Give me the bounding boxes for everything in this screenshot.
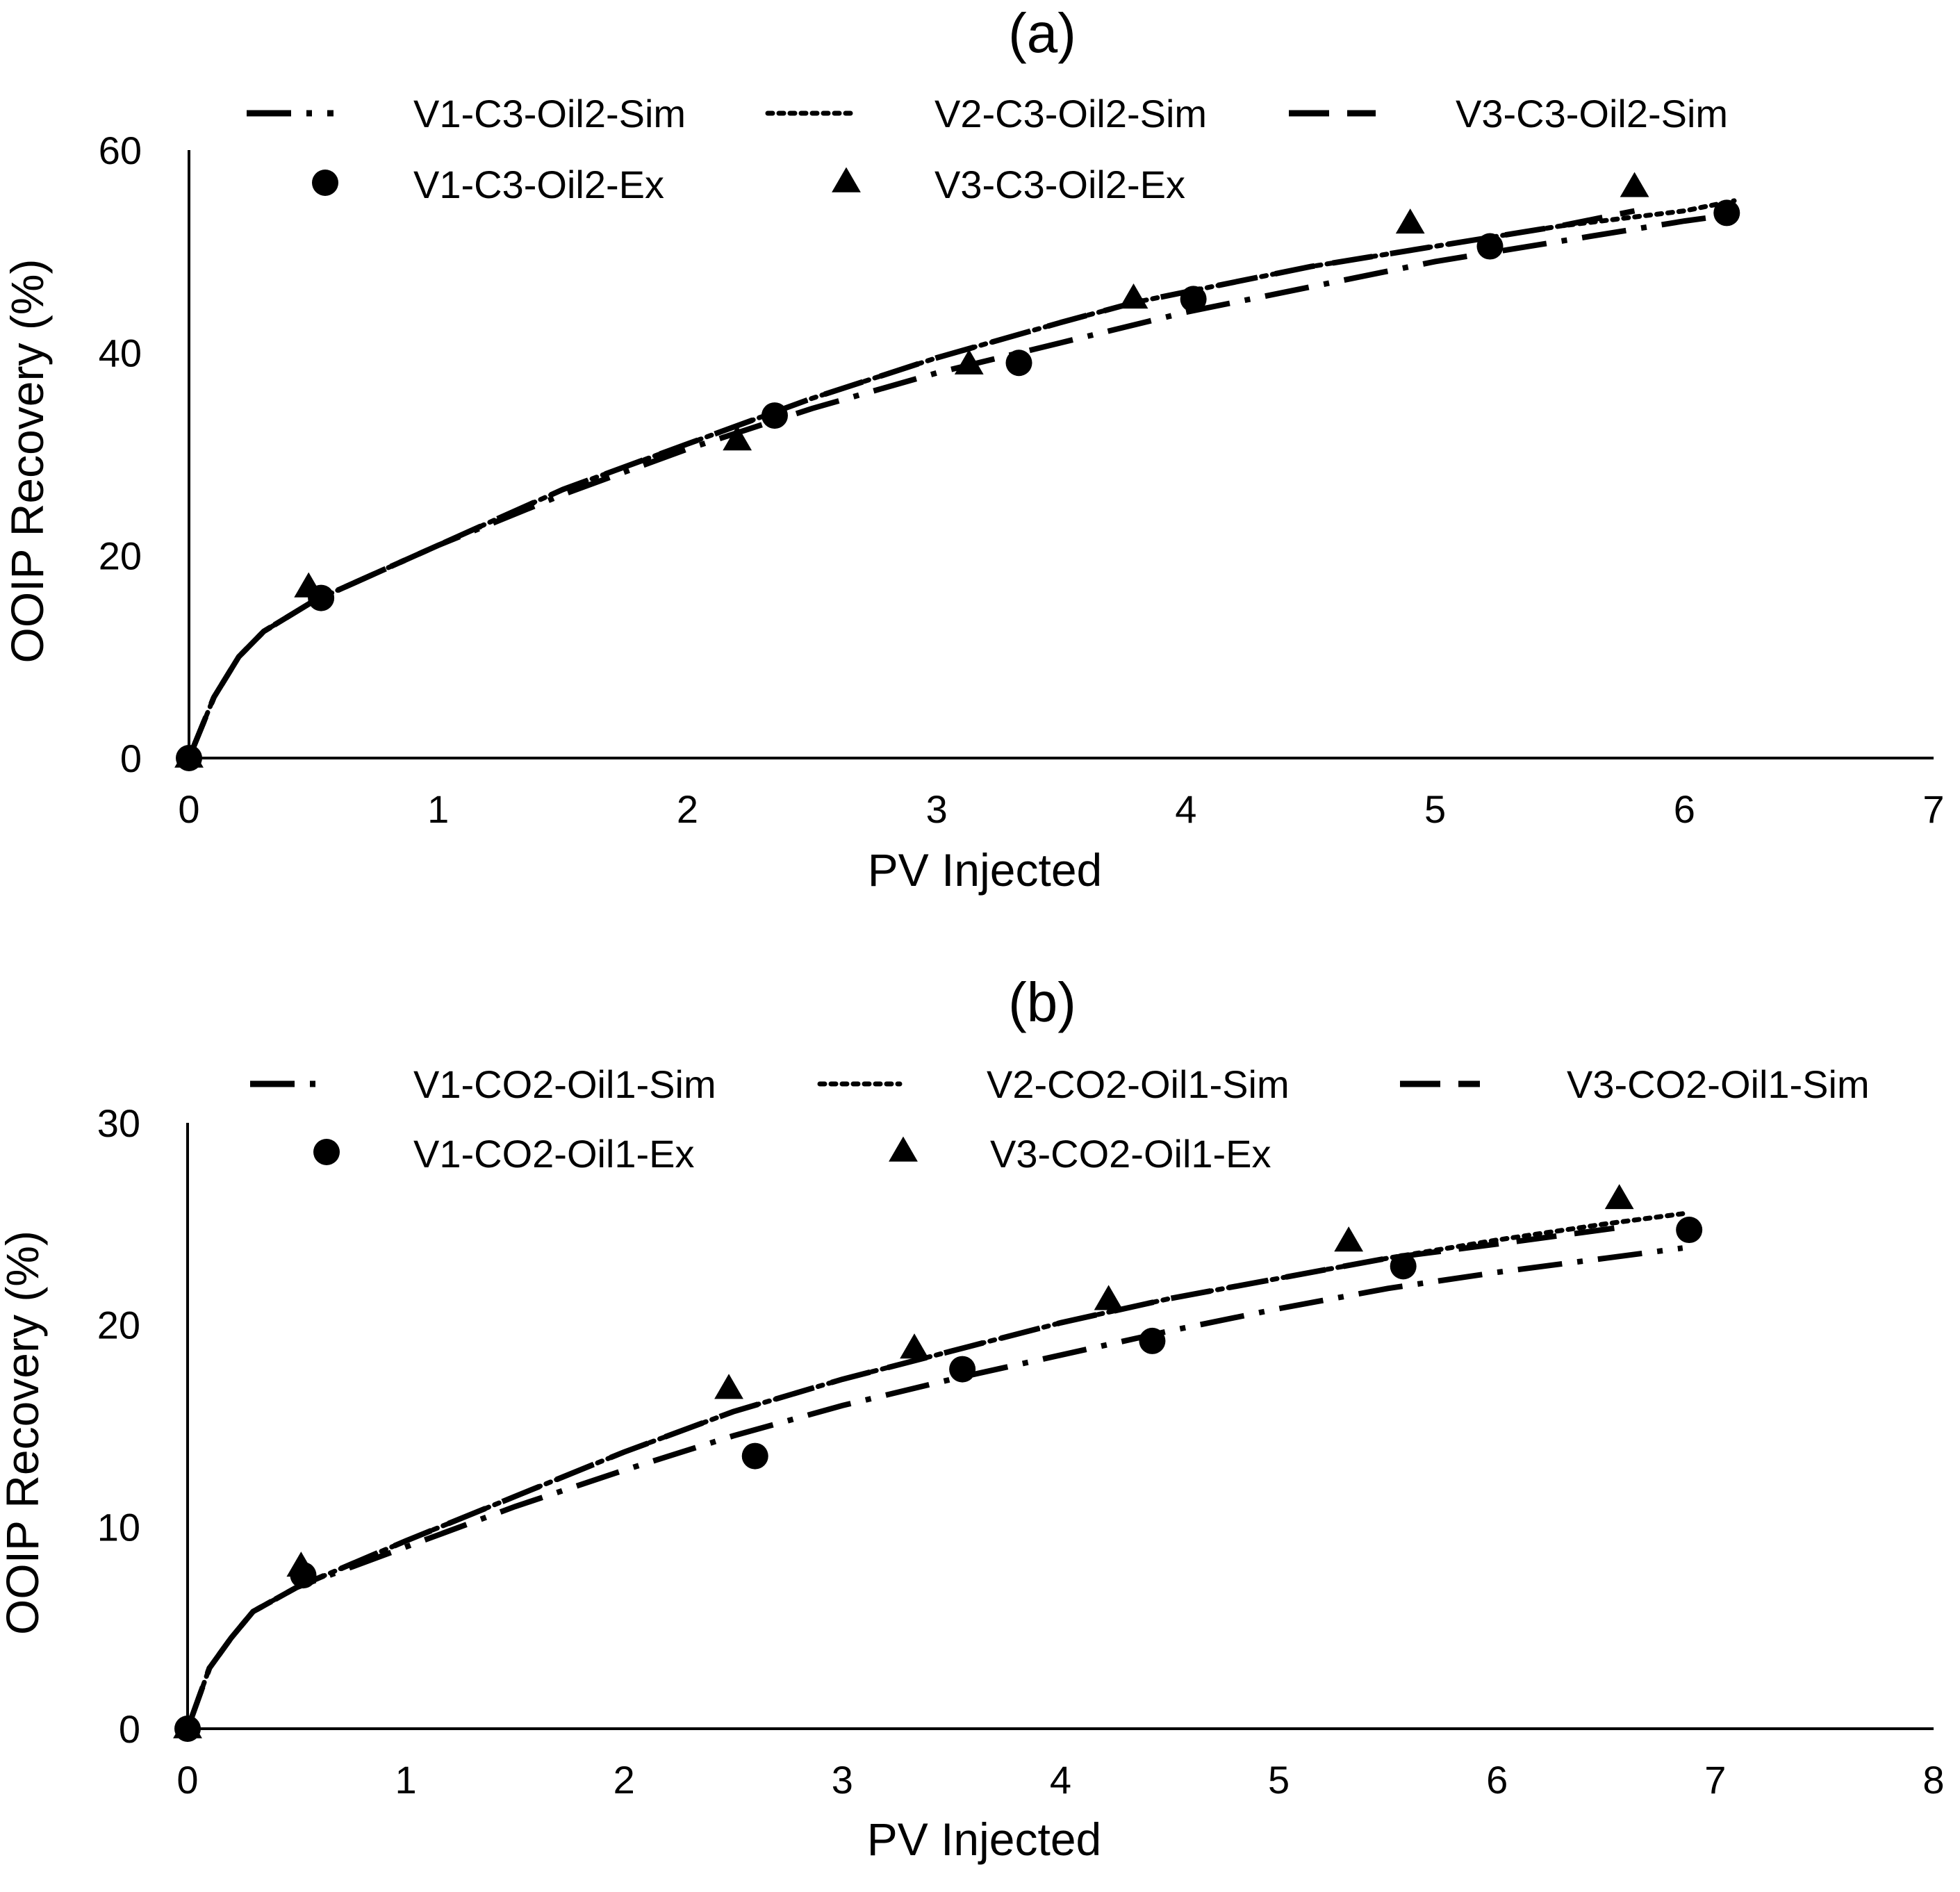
data-point-V1-CO2-Oil1-Ex	[1390, 1253, 1417, 1280]
data-point-V1-C3-Oil2-Ex	[1713, 199, 1740, 227]
legend-label: V3-C3-Oil2-Ex	[934, 163, 1185, 206]
x-tick-label: 0	[178, 787, 199, 831]
data-point-V3-CO2-Oil1-Ex	[900, 1333, 929, 1359]
y-axis-title: OOIP Recovery (%)	[1, 259, 53, 664]
x-tick-label: 8	[1922, 1758, 1944, 1802]
legend-marker	[889, 1136, 918, 1162]
legend-marker	[832, 167, 861, 192]
legend-label: V1-CO2-Oil1-Sim	[413, 1062, 716, 1106]
data-point-V1-CO2-Oil1-Ex	[1676, 1217, 1703, 1244]
x-tick-label: 6	[1486, 1758, 1508, 1802]
data-point-V1-C3-Oil2-Ex	[1180, 286, 1207, 313]
x-tick-label: 2	[677, 787, 698, 831]
series-line-V1-CO2-Oil1-Sim	[185, 1245, 1683, 1730]
legend-label: V3-C3-Oil2-Sim	[1456, 92, 1728, 135]
legend-label: V1-C3-Oil2-Sim	[413, 92, 686, 135]
data-point-V3-CO2-Oil1-Ex	[1604, 1184, 1634, 1210]
data-point-V1-CO2-Oil1-Ex	[949, 1356, 976, 1383]
y-tick-label: 0	[119, 1707, 140, 1751]
data-point-V3-CO2-Oil1-Ex	[1334, 1226, 1364, 1252]
data-point-V1-CO2-Oil1-Ex	[741, 1442, 768, 1470]
x-tick-label: 5	[1268, 1758, 1290, 1802]
legend-label: V2-C3-Oil2-Sim	[934, 92, 1207, 135]
x-tick-label: 7	[1704, 1758, 1726, 1802]
series-line-V2-CO2-Oil1-Sim	[185, 1211, 1686, 1731]
data-point-V1-CO2-Oil1-Ex	[1139, 1327, 1166, 1354]
data-point-V3-C3-Oil2-Ex	[294, 572, 324, 598]
data-point-V3-CO2-Oil1-Ex	[1094, 1285, 1123, 1310]
data-point-V1-C3-Oil2-Ex	[1476, 233, 1504, 260]
data-point-V3-C3-Oil2-Ex	[1395, 208, 1425, 234]
data-point-V1-C3-Oil2-Ex	[1005, 349, 1032, 377]
data-point-V3-C3-Oil2-Ex	[1620, 172, 1649, 197]
y-tick-label: 30	[97, 1101, 140, 1145]
data-point-V1-C3-Oil2-Ex	[761, 402, 788, 429]
legend-label: V3-CO2-Oil1-Ex	[990, 1132, 1271, 1176]
x-axis-title: PV Injected	[868, 844, 1103, 896]
data-point-V3-C3-Oil2-Ex	[174, 742, 204, 768]
y-tick-label: 40	[99, 331, 142, 375]
x-tick-label: 4	[1050, 1758, 1071, 1802]
legend-marker	[312, 170, 338, 196]
x-tick-label: 1	[395, 1758, 417, 1802]
data-point-V3-C3-Oil2-Ex	[954, 349, 984, 375]
panel-b: (b) 0 1 2 3 4 5 6 7 8 0 10 20 30 PV Injected OOIP Recov…	[0, 971, 1945, 1865]
series-line-V3-C3-Oil2-Sim	[186, 208, 1636, 759]
x-axis-title: PV Injected	[867, 1813, 1102, 1865]
legend-marker	[313, 1139, 340, 1165]
panel-a: (a) 0 1 2 3 4 5 6 7 0 20 40 60 PV Injected OOIP Recove…	[1, 2, 1945, 896]
x-tick-label: 5	[1424, 787, 1446, 831]
y-tick-label: 60	[99, 129, 142, 172]
data-point-V3-CO2-Oil1-Ex	[173, 1713, 202, 1738]
x-tick-label: 3	[832, 1758, 853, 1802]
x-tick-label: 1	[427, 787, 449, 831]
x-tick-label: 2	[613, 1758, 635, 1802]
x-tick-label: 4	[1175, 787, 1196, 831]
data-point-V3-C3-Oil2-Ex	[1119, 283, 1148, 309]
data-point-V3-CO2-Oil1-Ex	[286, 1552, 316, 1577]
legend-label: V1-C3-Oil2-Ex	[413, 163, 664, 206]
data-point-V3-CO2-Oil1-Ex	[714, 1374, 743, 1399]
series-line-V2-C3-Oil2-Sim	[186, 198, 1737, 761]
x-tick-label: 3	[926, 787, 948, 831]
series-line-V3-CO2-Oil1-Sim	[185, 1225, 1618, 1730]
chart-title: (b)	[1008, 971, 1076, 1033]
legend-label: V1-CO2-Oil1-Ex	[413, 1132, 695, 1176]
x-tick-label: 7	[1922, 787, 1944, 831]
chart-title: (a)	[1008, 2, 1076, 64]
y-tick-label: 0	[120, 737, 142, 780]
x-tick-label: 6	[1674, 787, 1695, 831]
y-axis-title: OOIP Recovery (%)	[0, 1231, 48, 1635]
legend-label: V3-CO2-Oil1-Sim	[1567, 1062, 1870, 1106]
y-tick-label: 20	[97, 1303, 140, 1347]
y-tick-label: 10	[97, 1505, 140, 1549]
series-line-V1-C3-Oil2-Sim	[186, 213, 1722, 759]
y-tick-label: 20	[99, 534, 142, 577]
legend-label: V2-CO2-Oil1-Sim	[987, 1062, 1290, 1106]
x-tick-label: 0	[176, 1758, 198, 1802]
data-point-V3-C3-Oil2-Ex	[723, 425, 752, 451]
